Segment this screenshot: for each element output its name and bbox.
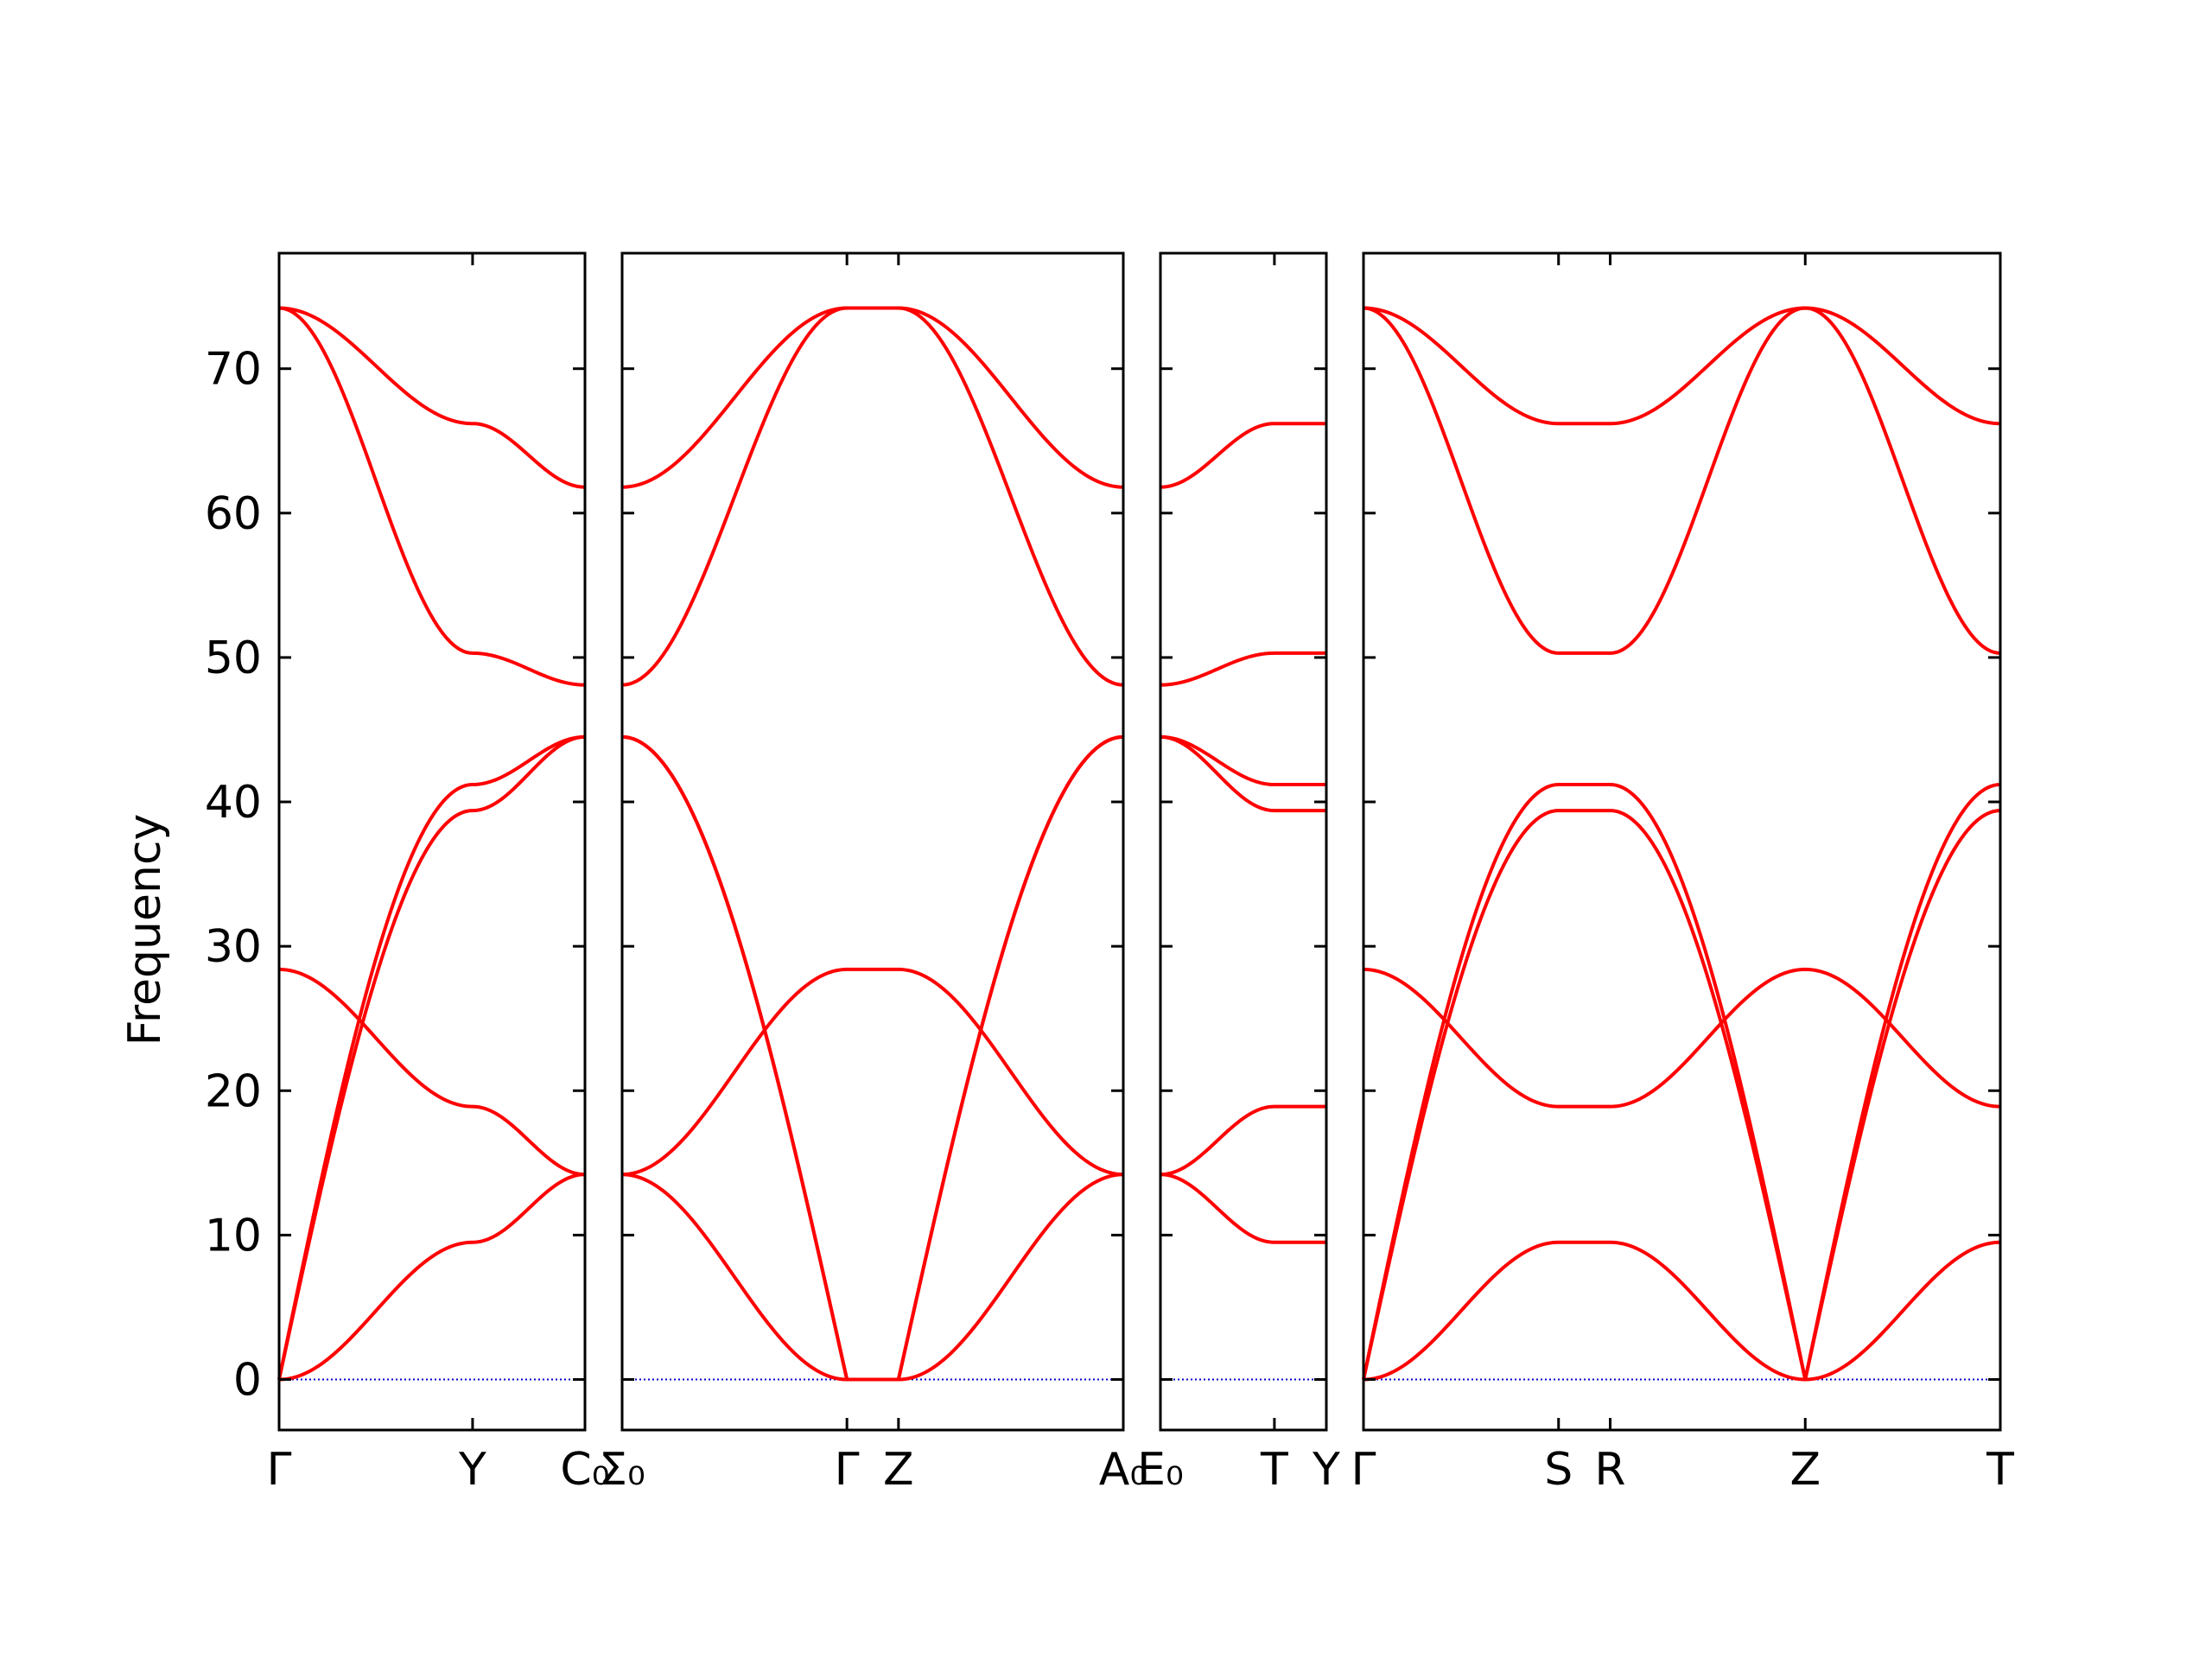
band-line-4	[621, 734, 1124, 1382]
panel-3: E₀ T Y	[1137, 251, 1340, 1496]
band-line-2	[621, 967, 1124, 1177]
x-tick-label: Σ₀	[599, 1444, 645, 1496]
band-line-4	[1160, 734, 1327, 786]
band-line-6	[1160, 422, 1327, 489]
x-tick-label: Γ	[267, 1444, 292, 1496]
x-tick-label: T	[1260, 1444, 1288, 1496]
x-tick-label: Γ	[1351, 1444, 1376, 1496]
band-line-5	[1363, 306, 2001, 655]
band-line-2	[1160, 1104, 1327, 1177]
band-line-3	[1160, 734, 1327, 813]
band-line-1	[278, 1173, 586, 1382]
panel-frame	[1159, 251, 1328, 1432]
x-tick-label: Y	[1312, 1444, 1340, 1496]
panel-frame	[620, 251, 1125, 1432]
panel-frame	[1362, 251, 2002, 1432]
panel-2: Σ₀ Γ Z A₀	[599, 251, 1147, 1496]
x-tick-label: R	[1594, 1444, 1625, 1496]
x-tick-label: Γ	[835, 1444, 860, 1496]
band-line-6	[621, 306, 1124, 489]
x-tick-label: E₀	[1137, 1444, 1184, 1496]
band-line-6	[278, 306, 586, 489]
band-line-4	[277, 734, 586, 1380]
x-tick-label: A₀	[1099, 1444, 1147, 1496]
band-line-1	[1363, 1240, 2001, 1382]
band-line-3	[621, 734, 1124, 1382]
band-line-5	[278, 306, 586, 687]
band-line-3	[277, 734, 586, 1380]
band-line-4	[1362, 782, 2001, 1382]
panel-frame	[277, 251, 587, 1432]
x-tick-label: C₀	[560, 1444, 609, 1496]
y-tick-label: 40	[205, 777, 262, 829]
band-line-5	[621, 306, 1124, 687]
y-tick-label: 0	[233, 1355, 262, 1407]
band-line-1	[621, 1173, 1124, 1382]
y-tick-label: 20	[205, 1065, 262, 1117]
x-tick-label: T	[1986, 1444, 2014, 1496]
y-tick-label: 50	[205, 632, 262, 684]
band-line-6	[1363, 306, 2001, 426]
x-tick-label: Z	[883, 1444, 914, 1496]
panel-1: Γ Y C₀ 0 10 20 30 40 50 60 70	[205, 251, 610, 1496]
band-line-2	[278, 967, 586, 1177]
y-tick-label: 70	[205, 344, 262, 396]
y-tick-label: 10	[205, 1210, 262, 1262]
x-tick-label: Z	[1789, 1444, 1821, 1496]
y-tick-label: 30	[205, 921, 262, 973]
y-tick-label: 60	[205, 488, 262, 540]
band-line-3	[1362, 809, 2001, 1382]
y-axis-label: Frequency	[119, 814, 171, 1046]
x-tick-label: S	[1544, 1444, 1573, 1496]
band-line-2	[1363, 967, 2001, 1109]
band-line-5	[1160, 651, 1327, 687]
band-line-1	[1160, 1173, 1327, 1244]
x-tick-label: Y	[458, 1444, 486, 1496]
